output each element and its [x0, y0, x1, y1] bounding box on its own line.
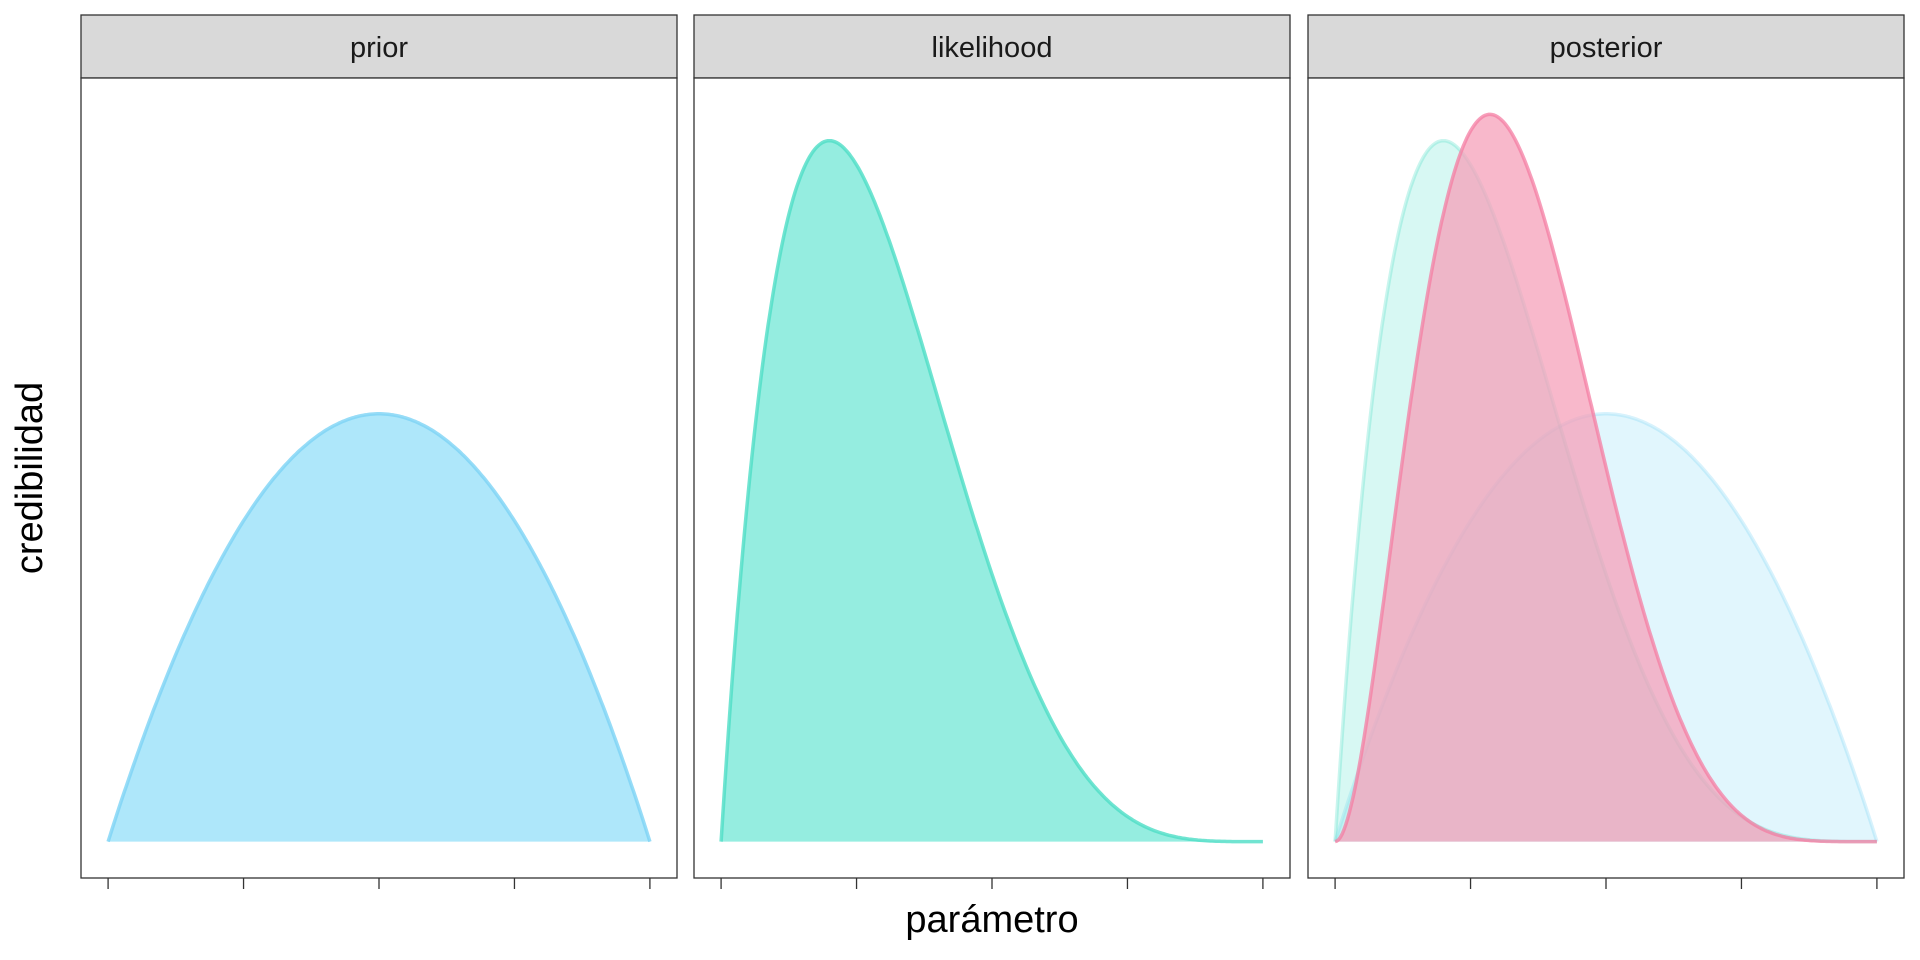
facet-prior: prior — [80, 14, 678, 889]
density-area-likelihood — [721, 140, 1263, 842]
x-axis-title: parámetro — [905, 899, 1078, 941]
facet-strip — [1307, 14, 1905, 79]
y-axis-title: credibilidad — [9, 382, 51, 574]
density-line-prior — [106, 412, 652, 843]
density-line-likelihood — [719, 138, 1263, 844]
facet-strip — [80, 14, 678, 79]
facet-strip-label: likelihood — [932, 32, 1053, 64]
facet-strip-label: prior — [350, 32, 408, 64]
facet-likelihood: likelihood — [693, 14, 1291, 889]
facet-strip-label: posterior — [1550, 32, 1663, 64]
facet-posterior: posterior — [1307, 14, 1905, 889]
facet-strip — [693, 14, 1291, 79]
density-line-posterior — [1334, 112, 1877, 844]
density-area-posterior — [1335, 114, 1877, 842]
